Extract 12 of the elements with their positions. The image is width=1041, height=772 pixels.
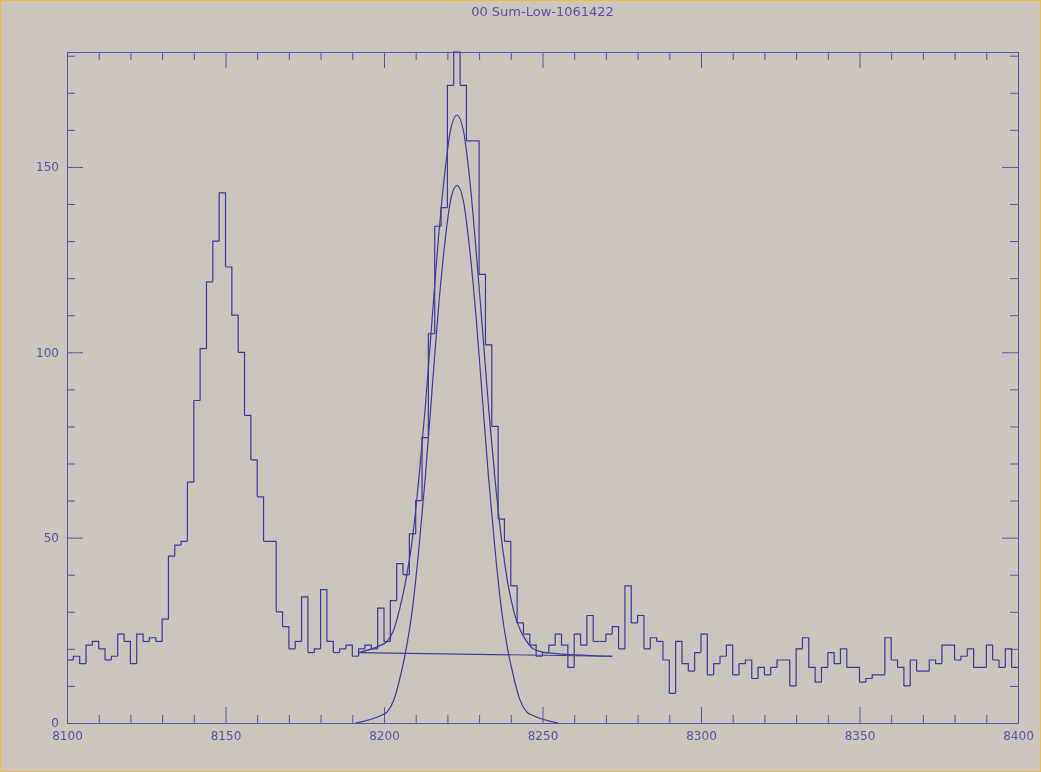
y-tick-label: 50 (43, 530, 59, 545)
chart-title: 00 Sum-Low-1061422 (471, 4, 614, 19)
x-tick-label: 8250 (527, 728, 559, 743)
x-tick-label: 8100 (52, 728, 83, 743)
x-tick-label: 8200 (369, 728, 400, 743)
x-tick-label: 8300 (686, 728, 717, 743)
y-tick-label: 100 (36, 345, 59, 360)
y-tick-label: 150 (36, 160, 59, 175)
y-tick-label: 0 (51, 716, 59, 731)
x-tick-label: 8350 (844, 728, 876, 743)
x-tick-label: 8150 (210, 728, 242, 743)
x-tick-label: 8400 (1003, 728, 1034, 743)
